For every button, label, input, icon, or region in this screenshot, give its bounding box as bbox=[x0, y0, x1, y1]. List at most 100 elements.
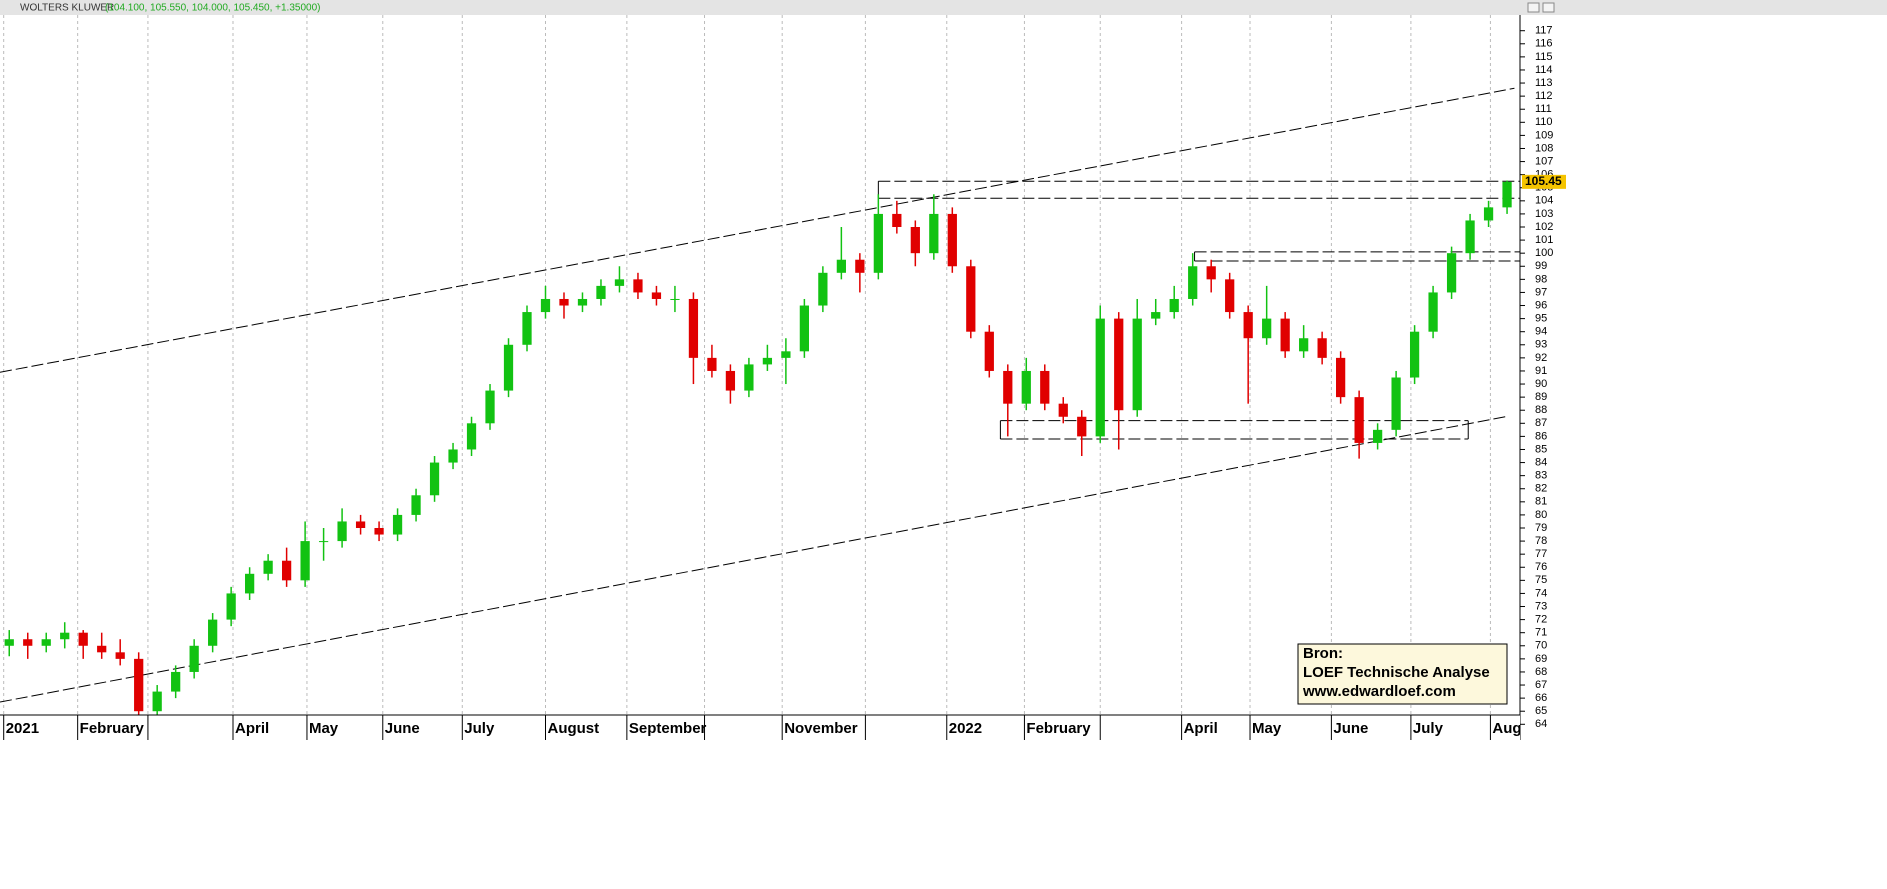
candle-body bbox=[171, 671, 181, 692]
y-tick-label: 71 bbox=[1535, 627, 1547, 639]
candle-body bbox=[1372, 429, 1383, 443]
candle-body bbox=[1262, 318, 1272, 339]
x-tick-label: June bbox=[385, 720, 420, 737]
candle-body bbox=[1132, 318, 1142, 411]
candle-body bbox=[596, 285, 606, 299]
candle-body bbox=[910, 227, 920, 254]
trend-line bbox=[0, 87, 1515, 373]
candle-body bbox=[1280, 318, 1290, 352]
candle-body bbox=[577, 298, 588, 306]
title-bar bbox=[0, 0, 1887, 15]
x-tick-label: May bbox=[1252, 720, 1282, 737]
x-tick-label: August bbox=[547, 720, 599, 737]
candle-body bbox=[4, 639, 14, 646]
window-button[interactable] bbox=[1527, 2, 1540, 13]
candle-body bbox=[725, 370, 736, 391]
candle-body bbox=[1354, 397, 1364, 443]
y-tick-label: 96 bbox=[1535, 299, 1547, 311]
y-tick-label: 67 bbox=[1535, 679, 1547, 691]
candle-body bbox=[1040, 370, 1050, 404]
y-tick-label: 114 bbox=[1535, 64, 1553, 76]
y-tick-label: 68 bbox=[1535, 666, 1547, 678]
x-tick-label: June bbox=[1333, 720, 1368, 737]
candle-body bbox=[947, 213, 957, 267]
x-tick-label: 2021 bbox=[6, 720, 39, 737]
x-tick-label: November bbox=[784, 720, 858, 737]
candle-body bbox=[1151, 312, 1161, 319]
plot-area bbox=[0, 15, 1520, 715]
y-tick-label: 65 bbox=[1535, 705, 1547, 717]
y-tick-label: 95 bbox=[1535, 313, 1547, 325]
candle-body bbox=[633, 279, 643, 293]
candle-body bbox=[540, 298, 551, 313]
x-tick-label: April bbox=[235, 720, 269, 737]
candle-body bbox=[466, 423, 477, 450]
candle-body bbox=[1188, 266, 1198, 299]
candle-body bbox=[1095, 318, 1105, 437]
candle-body bbox=[448, 449, 458, 463]
candle-body bbox=[1169, 298, 1179, 313]
candle-body bbox=[503, 344, 514, 391]
candle-body bbox=[208, 619, 218, 646]
y-tick-label: 92 bbox=[1535, 352, 1547, 364]
candle-body bbox=[1317, 338, 1327, 358]
window-button[interactable] bbox=[1542, 2, 1555, 13]
y-tick-label: 77 bbox=[1535, 548, 1547, 560]
candle-body bbox=[134, 658, 144, 712]
y-tick-label: 74 bbox=[1535, 587, 1547, 599]
candle-body bbox=[374, 527, 384, 535]
candle-body bbox=[855, 259, 865, 273]
candle-body bbox=[245, 573, 255, 594]
candle-body bbox=[762, 357, 773, 365]
candle-body bbox=[41, 639, 51, 646]
candle-body bbox=[485, 390, 495, 424]
candle-body bbox=[281, 560, 292, 581]
candle-body bbox=[781, 351, 791, 358]
y-tick-label: 85 bbox=[1535, 443, 1547, 455]
y-tick-label: 102 bbox=[1535, 221, 1553, 233]
last-price-box bbox=[1522, 174, 1566, 189]
last-price-label: 105.45 bbox=[1525, 174, 1562, 188]
y-tick-label: 76 bbox=[1535, 561, 1547, 573]
y-tick-label: 107 bbox=[1535, 155, 1553, 167]
y-tick-label: 75 bbox=[1535, 574, 1547, 586]
x-tick-label: February bbox=[80, 720, 145, 737]
x-tick-label: 2022 bbox=[949, 720, 982, 737]
candle-body bbox=[1077, 416, 1087, 437]
candle-body bbox=[1225, 279, 1235, 313]
x-tick-label: Aug bbox=[1492, 720, 1521, 737]
y-tick-label: 66 bbox=[1535, 692, 1547, 704]
y-tick-label: 111 bbox=[1535, 103, 1552, 115]
y-tick-label: 69 bbox=[1535, 653, 1547, 665]
chart-title: WOLTERS KLUWER bbox=[20, 3, 114, 14]
y-tick-label: 70 bbox=[1535, 640, 1547, 652]
candle-body bbox=[189, 645, 199, 672]
candle-body bbox=[1391, 377, 1401, 430]
y-tick-label: 73 bbox=[1535, 600, 1547, 612]
y-tick-label: 115 bbox=[1535, 51, 1553, 63]
y-tick-label: 80 bbox=[1535, 509, 1547, 521]
y-tick-label: 88 bbox=[1535, 404, 1547, 416]
candle-body bbox=[966, 266, 976, 332]
candle-body bbox=[984, 331, 994, 371]
y-tick-label: 81 bbox=[1535, 496, 1547, 508]
y-tick-label: 110 bbox=[1535, 116, 1553, 128]
y-tick-label: 87 bbox=[1535, 417, 1547, 429]
candle-body bbox=[707, 357, 717, 371]
candle-body bbox=[688, 298, 699, 358]
y-tick-label: 64 bbox=[1535, 718, 1547, 730]
candle-body bbox=[1206, 266, 1216, 280]
candle-body bbox=[559, 298, 569, 306]
candle-body bbox=[1336, 357, 1346, 398]
y-tick-label: 101 bbox=[1535, 234, 1553, 246]
source-text: Bron: bbox=[1303, 645, 1343, 662]
y-tick-label: 103 bbox=[1535, 208, 1553, 220]
y-tick-label: 108 bbox=[1535, 142, 1553, 154]
y-tick-label: 78 bbox=[1535, 535, 1547, 547]
y-tick-label: 90 bbox=[1535, 378, 1547, 390]
candle-body bbox=[226, 593, 236, 620]
candle-body bbox=[429, 462, 440, 496]
candle-body bbox=[873, 213, 883, 273]
candle-body bbox=[929, 213, 939, 254]
